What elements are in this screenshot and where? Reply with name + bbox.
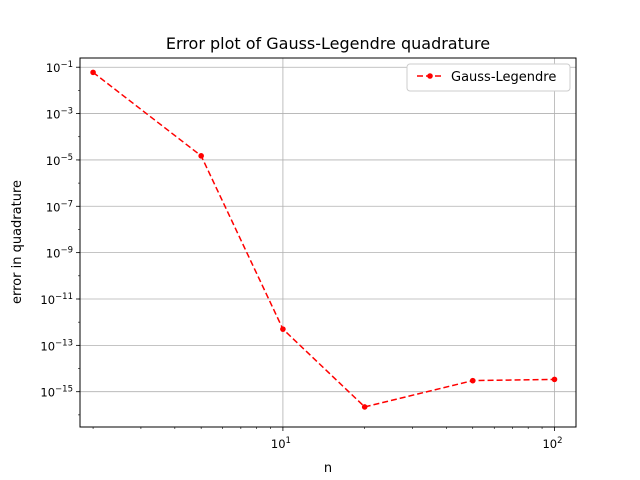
legend-label: Gauss-Legendre — [451, 70, 556, 85]
data-point — [198, 153, 204, 159]
y-axis-ticks: 10−1 10−3 10−5 10−7 10−9 10−11 10−13 10−15 — [40, 60, 80, 400]
x-axis-ticks: 101 102 — [271, 427, 563, 451]
legend-marker — [427, 73, 433, 79]
data-point — [90, 69, 96, 76]
y-tick-label: 10−13 — [40, 338, 73, 353]
y-tick-label: 10−7 — [46, 199, 73, 214]
y-tick-label: 10−5 — [46, 153, 73, 168]
y-tick-label: 10−3 — [46, 107, 73, 122]
series-layer — [90, 69, 558, 410]
y-tick-label: 10−1 — [46, 60, 73, 75]
x-tick-label: 102 — [542, 436, 562, 451]
chart-title: Error plot of Gauss-Legendre quadrature — [166, 34, 490, 53]
plot-area-frame — [79, 57, 577, 428]
x-axis-label: n — [324, 461, 332, 476]
data-point — [361, 404, 368, 410]
data-point — [280, 326, 286, 332]
x-tick-label: 101 — [271, 436, 291, 451]
legend: Gauss-Legendre — [406, 63, 571, 92]
legend-box — [406, 63, 571, 92]
y-tick-label: 10−15 — [40, 385, 73, 400]
series-line — [92, 71, 555, 408]
y-axis-label: error in quadrature — [10, 180, 25, 304]
data-point — [469, 377, 476, 384]
y-tick-label: 10−11 — [40, 292, 73, 307]
grid-lines — [80, 58, 576, 427]
y-tick-label: 10−9 — [46, 246, 73, 261]
data-point — [551, 376, 558, 383]
